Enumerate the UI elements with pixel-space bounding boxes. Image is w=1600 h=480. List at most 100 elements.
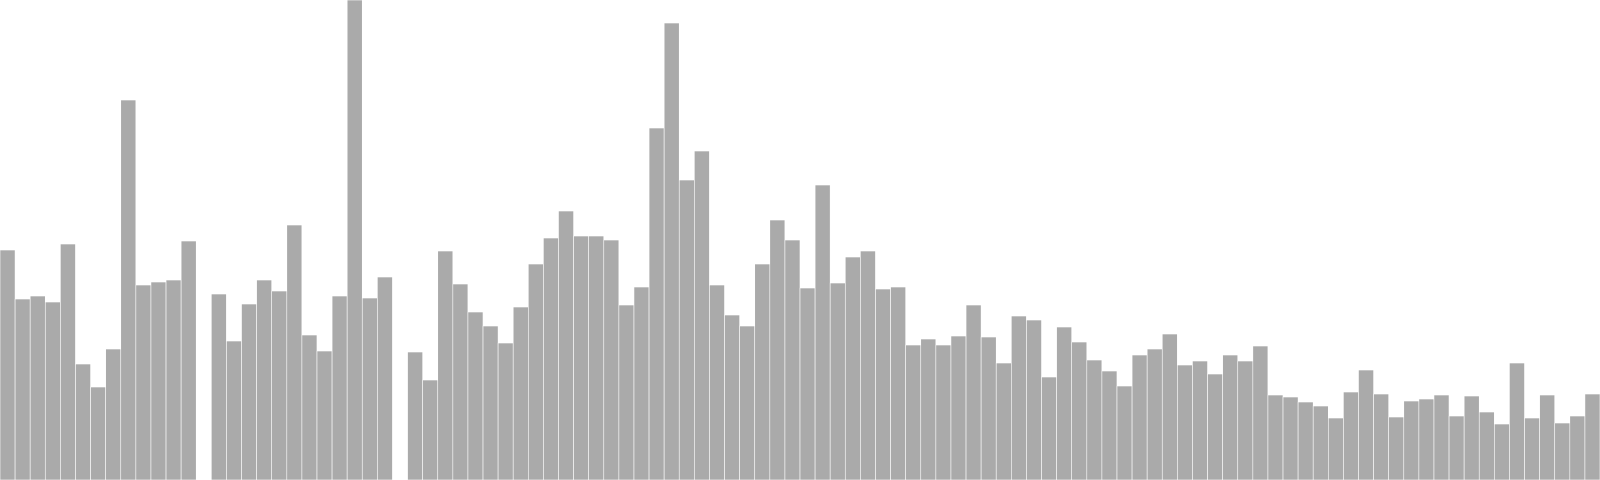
bar-72 xyxy=(1086,359,1103,480)
bar-61 xyxy=(920,338,937,480)
bar-89 xyxy=(1343,391,1359,480)
bar-98 xyxy=(1478,411,1495,480)
bar-92 xyxy=(1388,416,1405,480)
bar-76 xyxy=(1146,348,1163,480)
bar-55 xyxy=(829,282,846,480)
bar-22 xyxy=(331,295,348,480)
bar-91 xyxy=(1373,393,1389,480)
bar-96 xyxy=(1448,415,1465,480)
bar-43 xyxy=(648,127,665,480)
bar-10 xyxy=(150,281,167,480)
bar-49 xyxy=(739,325,756,480)
bar-57 xyxy=(860,250,876,480)
bar-48 xyxy=(724,314,740,480)
bar-95 xyxy=(1433,394,1450,480)
bar-60 xyxy=(905,344,922,480)
bar-50 xyxy=(754,263,771,480)
bar-11 xyxy=(165,279,182,480)
bar-6 xyxy=(90,386,106,480)
bar-33 xyxy=(497,342,514,480)
bar-83 xyxy=(1252,345,1269,480)
bar-35 xyxy=(527,263,544,480)
bar-71 xyxy=(1071,341,1088,480)
bar-65 xyxy=(980,336,997,480)
bar-18 xyxy=(271,290,288,480)
bar-87 xyxy=(1312,405,1329,480)
bar-39 xyxy=(588,235,605,480)
bar-88 xyxy=(1328,417,1344,480)
bar-5 xyxy=(75,363,91,480)
bar-4 xyxy=(60,243,76,480)
bar-79 xyxy=(1192,360,1208,480)
bar-93 xyxy=(1403,400,1420,480)
bar-90 xyxy=(1358,369,1374,480)
bar-85 xyxy=(1282,396,1299,480)
bar-37 xyxy=(558,210,574,480)
bar-15 xyxy=(226,340,242,480)
bar-34 xyxy=(512,306,529,480)
bar-3 xyxy=(44,301,61,480)
bar-9 xyxy=(135,284,152,480)
bar-28 xyxy=(422,379,439,480)
bar-24 xyxy=(361,297,378,480)
bar-14 xyxy=(211,293,227,480)
bar-100 xyxy=(1509,362,1525,480)
bar-52 xyxy=(784,239,801,480)
bar-78 xyxy=(1177,364,1193,480)
bar-97 xyxy=(1463,395,1480,480)
bar-75 xyxy=(1131,354,1148,480)
bar-20 xyxy=(301,334,318,480)
bar-8 xyxy=(120,99,137,480)
bar-1 xyxy=(14,298,31,480)
bar-2 xyxy=(29,295,46,480)
bar-63 xyxy=(950,335,967,480)
bar-0 xyxy=(0,249,16,480)
bar-74 xyxy=(1116,385,1133,480)
bar-23 xyxy=(346,0,363,480)
bar-32 xyxy=(482,325,499,480)
bar-64 xyxy=(965,304,982,480)
bar-40 xyxy=(603,239,620,480)
bar-84 xyxy=(1267,394,1284,480)
bar-99 xyxy=(1494,423,1510,480)
bar-29 xyxy=(437,250,454,480)
bar-102 xyxy=(1539,394,1556,480)
bar-94 xyxy=(1418,398,1435,480)
bar-21 xyxy=(316,350,333,480)
bar-66 xyxy=(995,362,1012,480)
bar-38 xyxy=(573,235,589,480)
bar-81 xyxy=(1222,354,1239,480)
bar-70 xyxy=(1056,326,1072,480)
bar-19 xyxy=(286,224,303,480)
bar-59 xyxy=(890,286,906,480)
bar-101 xyxy=(1524,417,1540,480)
bar-42 xyxy=(633,286,650,480)
bar-17 xyxy=(256,279,272,480)
bar-67 xyxy=(1011,315,1027,480)
bar-27 xyxy=(407,351,423,480)
bar-31 xyxy=(467,311,484,480)
bar-73 xyxy=(1101,370,1118,480)
bar-51 xyxy=(769,219,786,480)
bar-54 xyxy=(814,184,831,480)
bar-53 xyxy=(799,287,816,480)
bar-80 xyxy=(1207,373,1223,480)
bar-105 xyxy=(1584,393,1600,480)
bar-56 xyxy=(844,256,861,480)
bar-58 xyxy=(875,288,891,480)
bar-77 xyxy=(1161,333,1178,480)
bar-103 xyxy=(1554,422,1571,480)
bar-69 xyxy=(1041,376,1057,480)
bar-30 xyxy=(452,283,469,480)
bar-86 xyxy=(1297,401,1314,480)
bar-12 xyxy=(180,240,197,480)
bar-44 xyxy=(663,22,680,480)
bar-47 xyxy=(709,284,725,480)
bar-36 xyxy=(543,237,559,480)
bar-41 xyxy=(618,304,635,480)
bar-16 xyxy=(241,303,257,480)
bar-82 xyxy=(1237,360,1254,480)
bar-68 xyxy=(1026,319,1042,480)
bar-62 xyxy=(935,344,952,480)
